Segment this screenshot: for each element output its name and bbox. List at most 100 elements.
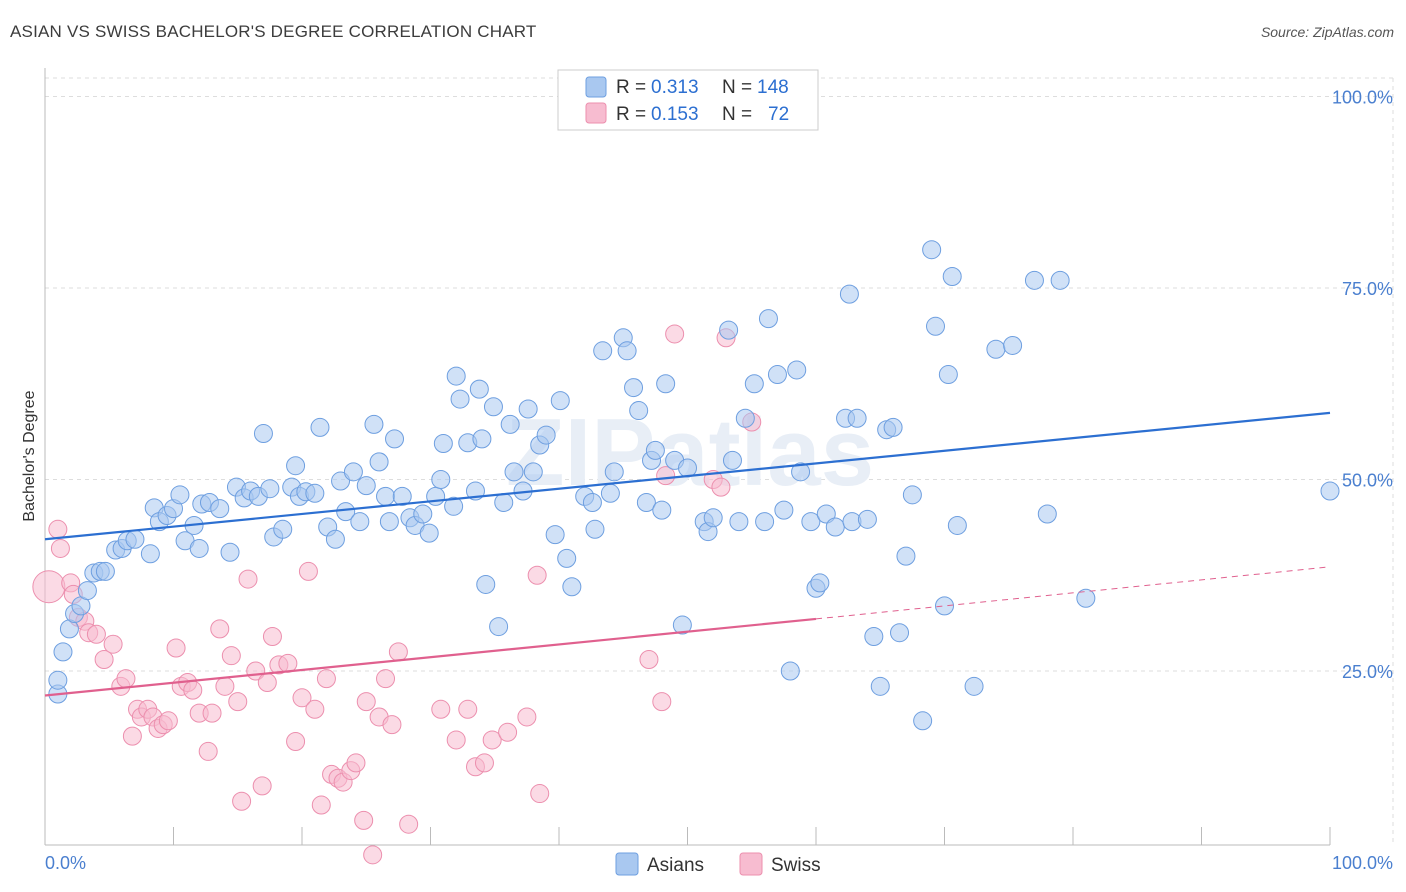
asians-point bbox=[719, 320, 739, 340]
swiss-point bbox=[376, 669, 396, 689]
swiss-point bbox=[210, 619, 230, 639]
bottom-legend-swatch-swiss bbox=[739, 852, 763, 876]
asians-point bbox=[419, 523, 439, 543]
asians-point bbox=[810, 573, 830, 593]
asians-point bbox=[48, 670, 68, 690]
asians-point bbox=[604, 462, 624, 482]
swiss-point bbox=[356, 692, 376, 712]
asians-point bbox=[140, 544, 160, 564]
swiss-point bbox=[228, 692, 248, 712]
swiss-point bbox=[316, 669, 336, 689]
asians-point bbox=[986, 339, 1006, 359]
swiss-trend-line-dashed bbox=[815, 566, 1331, 620]
asians-point bbox=[210, 499, 230, 519]
asians-point bbox=[392, 486, 412, 506]
swiss-point bbox=[232, 791, 252, 811]
swiss-point bbox=[257, 672, 277, 692]
y-tick-label: 100.0% bbox=[1332, 88, 1393, 108]
asians-point bbox=[356, 476, 376, 496]
asians-point bbox=[1037, 504, 1057, 524]
swiss-point bbox=[382, 715, 402, 735]
legend-n-label-asians: N = bbox=[722, 77, 752, 98]
legend-n-label-swiss: N = bbox=[722, 104, 752, 125]
swiss-point bbox=[711, 477, 731, 497]
asians-point bbox=[1003, 335, 1023, 355]
asians-point bbox=[890, 623, 910, 643]
asians-point bbox=[483, 397, 503, 417]
asians-point bbox=[336, 502, 356, 522]
asians-point bbox=[847, 408, 867, 428]
asians-point bbox=[550, 391, 570, 411]
swiss-point bbox=[527, 565, 547, 585]
asians-point bbox=[376, 486, 396, 506]
swiss-point bbox=[94, 650, 114, 670]
watermark: ZIPatlas bbox=[506, 399, 874, 506]
swiss-point bbox=[458, 699, 478, 719]
x-tick-label: 100.0% bbox=[1332, 853, 1393, 873]
asians-point bbox=[220, 542, 240, 562]
asians-point bbox=[744, 374, 764, 394]
asians-point bbox=[557, 548, 577, 568]
asians-point bbox=[864, 627, 884, 647]
asians-point bbox=[600, 483, 620, 503]
legend-n-value-swiss: 72 bbox=[768, 104, 789, 125]
swiss-point bbox=[474, 753, 494, 773]
swiss-point bbox=[431, 699, 451, 719]
asians-point bbox=[801, 512, 821, 532]
bottom-legend-label-swiss: Swiss bbox=[771, 855, 821, 876]
legend-n-value-asians: 148 bbox=[757, 77, 789, 98]
asians-point bbox=[379, 512, 399, 532]
asians-point bbox=[839, 284, 859, 304]
asians-point bbox=[593, 341, 613, 361]
asians-point bbox=[260, 479, 280, 499]
asians-point bbox=[494, 492, 514, 512]
bottom-legend-swatch-asians bbox=[615, 852, 639, 876]
swiss-point bbox=[399, 814, 419, 834]
asians-point bbox=[450, 389, 470, 409]
asians-point bbox=[1076, 588, 1096, 608]
swiss-point bbox=[346, 753, 366, 773]
asians-point bbox=[825, 517, 845, 537]
asians-point bbox=[426, 486, 446, 506]
y-tick-label: 75.0% bbox=[1342, 279, 1393, 299]
asians-point bbox=[947, 515, 967, 535]
asians-point bbox=[787, 360, 807, 380]
asians-point bbox=[364, 414, 384, 434]
asians-point bbox=[413, 504, 433, 524]
asians-point bbox=[755, 512, 775, 532]
bottom-legend-label-asians: Asians bbox=[647, 855, 704, 876]
asians-point bbox=[582, 492, 602, 512]
asians-point bbox=[816, 504, 836, 524]
asians-point bbox=[286, 456, 306, 476]
asians-point bbox=[926, 316, 946, 336]
asians-point bbox=[883, 417, 903, 437]
swiss-point bbox=[298, 561, 318, 581]
y-axis-label: Bachelor's Degree bbox=[21, 390, 38, 521]
chart-title: ASIAN VS SWISS BACHELOR'S DEGREE CORRELA… bbox=[10, 22, 537, 41]
asians-point bbox=[729, 512, 749, 532]
swiss-point bbox=[446, 730, 466, 750]
asians-point bbox=[170, 485, 190, 505]
asians-point bbox=[518, 399, 538, 419]
swiss-point bbox=[388, 642, 408, 662]
asians-point bbox=[385, 429, 405, 449]
trend-layer bbox=[44, 411, 1331, 697]
asians-point bbox=[617, 341, 637, 361]
asians-point bbox=[935, 596, 954, 616]
asians-point bbox=[1320, 481, 1340, 501]
swiss-point bbox=[278, 653, 298, 673]
y-tick-label: 25.0% bbox=[1342, 662, 1393, 682]
asians-point bbox=[645, 440, 665, 460]
asians-point bbox=[672, 615, 692, 635]
asians-point bbox=[1024, 270, 1044, 290]
asians-point bbox=[636, 492, 656, 512]
asians-point bbox=[476, 574, 496, 594]
swiss-point bbox=[158, 711, 178, 731]
swiss-point bbox=[50, 538, 70, 558]
asians-point bbox=[758, 309, 778, 329]
tick-labels: 25.0% 50.0% 75.0% 100.0% 0.0% 100.0% bbox=[45, 88, 1393, 874]
asians-point bbox=[624, 378, 644, 398]
asians-point bbox=[942, 267, 962, 287]
asians-point bbox=[767, 365, 787, 385]
asians-point bbox=[433, 433, 453, 453]
